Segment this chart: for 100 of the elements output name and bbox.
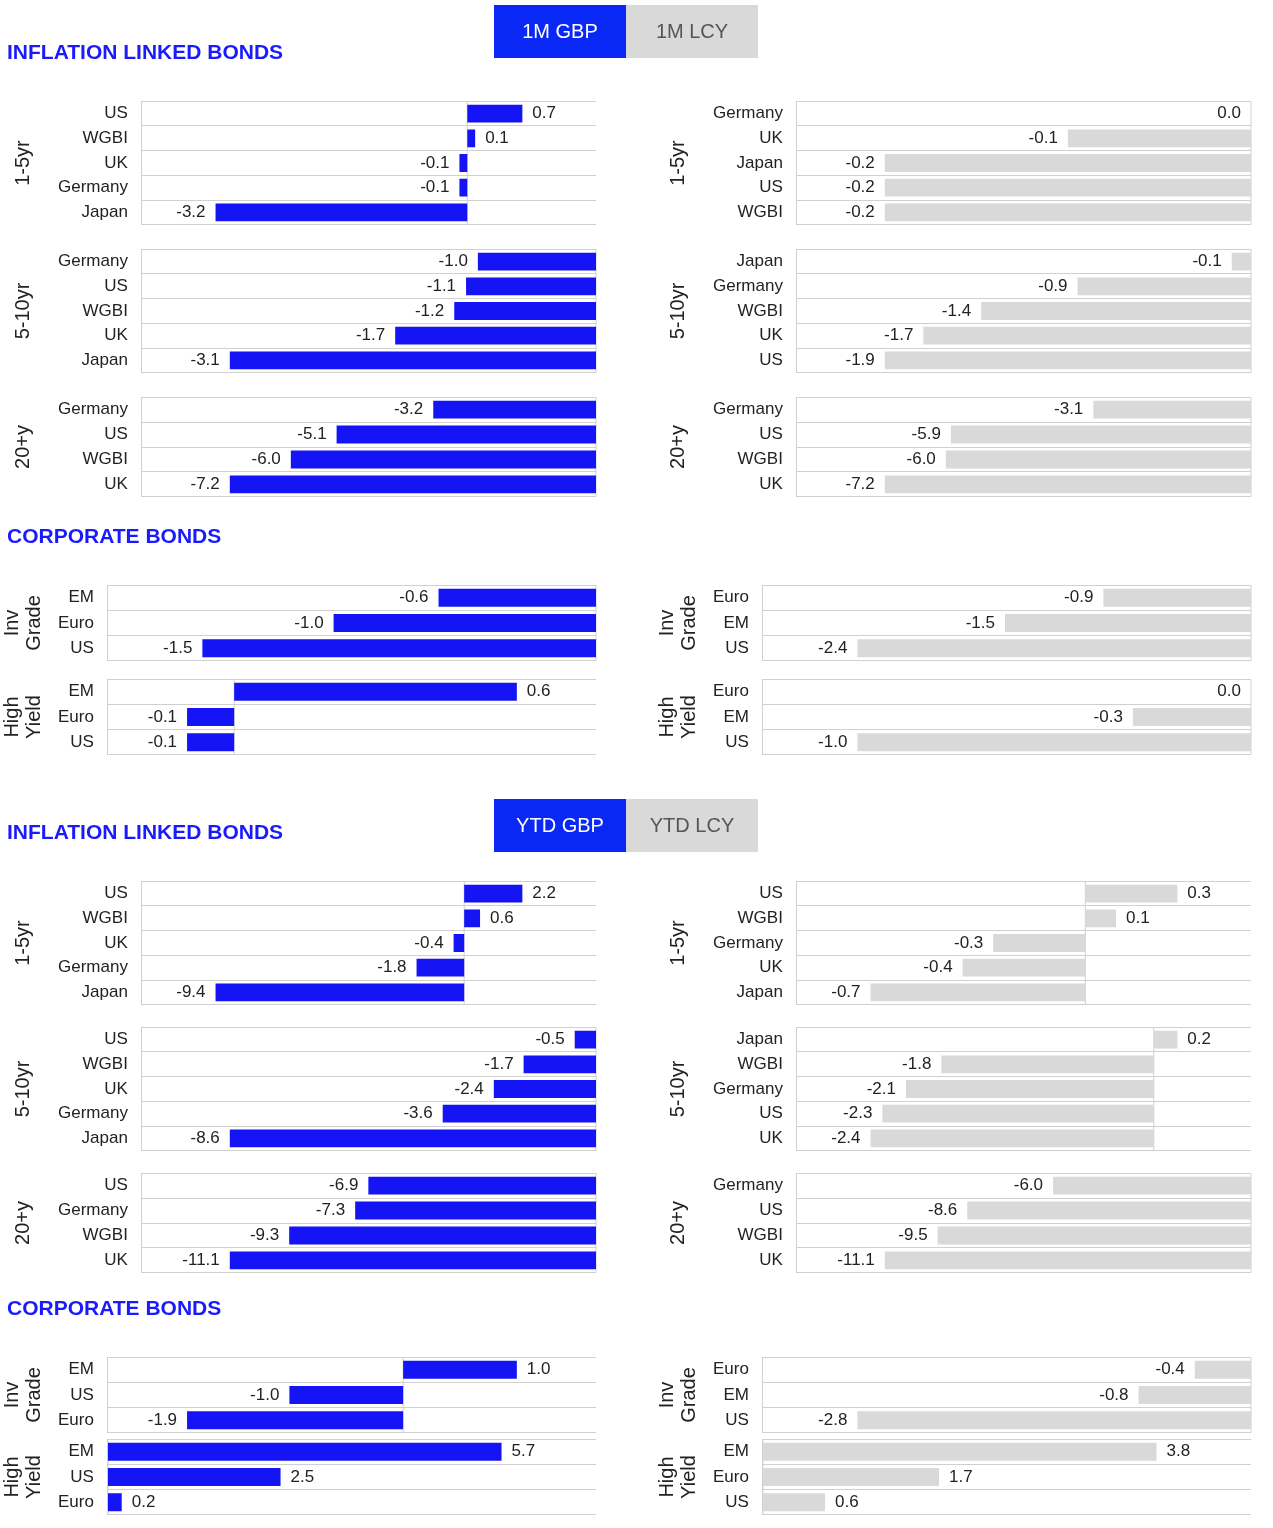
y-tick-label: WGBI [82,1225,128,1245]
data-label: -3.6 [403,1103,433,1123]
y-tick-label: US [759,883,783,903]
y-tick-label: UK [104,474,129,494]
y-axis-title: Inv Grade [0,1366,44,1425]
data-label: -0.2 [845,177,875,197]
chart-title: CORPORATE BONDS [7,524,222,548]
y-tick-label: UK [759,957,784,977]
data-label: 0.0 [1217,681,1241,701]
y-axis-title: 20+y [11,424,33,471]
data-label: 0.6 [526,681,551,701]
data-label: -0.8 [1099,1384,1129,1404]
data-label: 5.7 [511,1441,536,1461]
y-tick-label: Euro [57,612,94,632]
data-label: -0.1 [1028,127,1058,147]
y-tick-label: US [759,1103,783,1123]
y-tick-label: UK [104,1078,129,1098]
y-tick-label: UK [104,152,129,172]
data-label: -2.4 [818,637,848,657]
data-label: -1.0 [250,1384,280,1404]
y-tick-label: US [104,1175,128,1195]
data-label: -2.1 [866,1078,896,1098]
data-label: -0.3 [953,932,984,952]
y-tick-label: US [104,424,128,444]
data-label: 1.7 [949,1466,973,1486]
y-tick-label: US [759,424,783,444]
data-label: 0.6 [490,907,514,927]
data-label: -6.0 [1013,1175,1044,1195]
data-label: -2.3 [843,1103,873,1123]
y-tick-label: UK [759,1250,784,1270]
y-tick-label: Germany [57,177,129,197]
y-axis-title: 20+y [666,1200,688,1247]
data-label: -6.9 [329,1175,359,1195]
y-axis-title: High Yield [0,694,44,741]
y-tick-label: UK [759,1128,784,1148]
data-label: 0.1 [1126,907,1150,927]
data-label: -0.1 [420,152,450,172]
y-tick-label: Japan [736,982,783,1002]
data-label: -1.4 [941,300,972,320]
y-tick-label: EM [68,587,94,607]
data-label: -1.5 [163,637,193,657]
data-label: 0.3 [1187,883,1211,903]
y-tick-label: US [70,731,94,751]
y-tick-label: Germany [57,251,129,271]
text: 1M LCY [626,5,758,58]
y-tick-label: Germany [712,1175,784,1195]
y-axis-title: 1-5yr [11,139,33,188]
y-axis-title: 5-10yr [666,1059,688,1120]
data-label: -0.1 [420,177,450,197]
y-tick-label: US [725,637,749,657]
y-tick-label: Germany [57,957,129,977]
y-tick-label: Germany [57,399,129,419]
data-label: -0.6 [399,587,429,607]
y-tick-label: Germany [712,932,784,952]
y-axis-title: 5-10yr [666,281,688,342]
y-axis-title: 1-5yr [666,919,688,968]
data-label: 1.0 [526,1359,551,1379]
data-label: -7.2 [845,474,875,494]
y-tick-label: WGBI [82,1053,128,1073]
data-label: -1.7 [484,1053,514,1073]
data-label: 0.1 [485,127,509,147]
y-tick-label: WGBI [737,1225,783,1245]
data-label: -9.3 [249,1225,280,1245]
y-tick-label: UK [104,932,129,952]
data-label: -0.5 [535,1029,565,1049]
y-tick-label: Euro [57,1409,94,1429]
y-tick-label: Euro [712,1466,749,1486]
y-tick-label: WGBI [737,202,783,222]
y-axis-title: 1-5yr [666,139,688,188]
data-label: -1.0 [818,731,848,751]
y-tick-label: Germany [712,399,784,419]
y-tick-label: EM [68,1359,94,1379]
y-tick-label: Euro [712,587,749,607]
y-tick-label: US [104,103,128,123]
y-axis-title: Inv Grade [0,594,44,653]
y-tick-label: US [759,1200,783,1220]
y-tick-label: Euro [57,1491,94,1511]
chart-title: INFLATION LINKED BONDS [7,40,284,64]
y-tick-label: UK [104,1250,129,1270]
data-label: -7.3 [315,1200,346,1220]
y-axis-title: 5-10yr [11,281,33,342]
y-tick-label: EM [723,706,749,726]
y-tick-label: WGBI [737,300,783,320]
data-label: -0.7 [831,982,861,1002]
y-tick-label: WGBI [82,300,128,320]
y-tick-label: Germany [712,275,784,295]
data-label: -8.6 [190,1128,220,1148]
y-tick-label: WGBI [82,127,128,147]
y-tick-label: Germany [57,1103,129,1123]
y-tick-label: UK [104,325,129,345]
data-label: -7.2 [190,474,220,494]
y-axis-title: Inv Grade [655,594,699,653]
data-label: -3.2 [393,399,424,419]
y-tick-label: Germany [712,103,784,123]
data-label: -0.4 [1155,1359,1185,1379]
chart-title: INFLATION LINKED BONDS [7,820,284,844]
data-label: -1.7 [884,325,914,345]
data-label: 0.0 [1217,103,1241,123]
chart-title: CORPORATE BONDS [7,1296,222,1320]
y-tick-label: EM [723,1441,749,1461]
